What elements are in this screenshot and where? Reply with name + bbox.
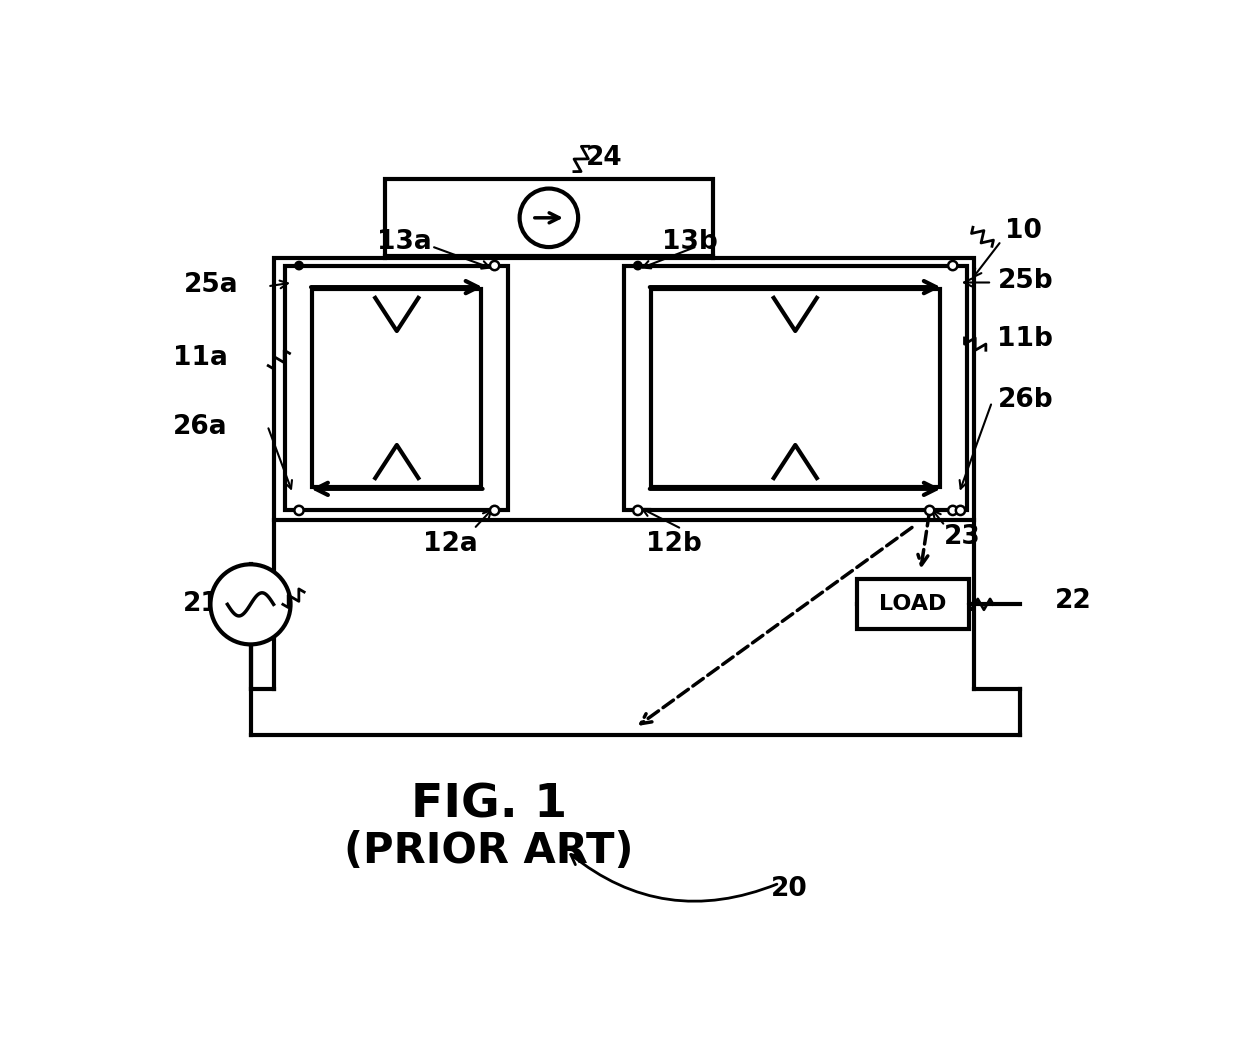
- Circle shape: [949, 261, 957, 270]
- Text: 26a: 26a: [172, 415, 227, 440]
- Bar: [624, 266, 967, 510]
- Text: 21: 21: [182, 591, 219, 618]
- Circle shape: [634, 506, 642, 515]
- Circle shape: [490, 506, 500, 515]
- Circle shape: [211, 564, 290, 644]
- Bar: [312, 289, 481, 488]
- Bar: [651, 289, 940, 488]
- Text: 20: 20: [771, 876, 808, 902]
- Text: 23: 23: [944, 524, 981, 549]
- Text: 26b: 26b: [997, 387, 1053, 414]
- Text: 13b: 13b: [661, 230, 717, 255]
- Text: 11a: 11a: [172, 345, 227, 371]
- Bar: [857, 580, 968, 630]
- Circle shape: [956, 506, 965, 515]
- Circle shape: [949, 506, 957, 515]
- Circle shape: [295, 261, 303, 270]
- Text: (PRIOR ART): (PRIOR ART): [345, 829, 634, 872]
- Text: 12b: 12b: [646, 531, 702, 558]
- Text: 25a: 25a: [185, 272, 239, 297]
- Circle shape: [520, 188, 578, 248]
- Bar: [285, 266, 508, 510]
- Text: LOAD: LOAD: [879, 595, 946, 615]
- Bar: [386, 179, 713, 256]
- Text: FIG. 1: FIG. 1: [412, 782, 567, 827]
- Circle shape: [490, 261, 500, 270]
- Text: 10: 10: [1006, 218, 1042, 244]
- Circle shape: [294, 506, 304, 515]
- Text: 13a: 13a: [377, 230, 432, 255]
- Circle shape: [634, 261, 641, 270]
- Text: 12a: 12a: [423, 531, 479, 558]
- Text: 25b: 25b: [997, 268, 1053, 294]
- Text: 11b: 11b: [997, 326, 1053, 351]
- Text: 24: 24: [585, 145, 622, 170]
- Bar: [274, 258, 975, 519]
- Text: 22: 22: [1055, 587, 1092, 614]
- Circle shape: [925, 506, 934, 515]
